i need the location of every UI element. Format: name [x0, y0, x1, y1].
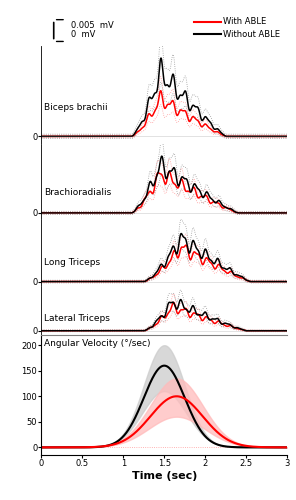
Text: Brachioradialis: Brachioradialis — [44, 188, 111, 196]
Text: Without ABLE: Without ABLE — [223, 30, 280, 39]
Text: 0.005  mV: 0.005 mV — [71, 20, 114, 30]
Text: Angular Velocity (°/sec): Angular Velocity (°/sec) — [44, 338, 150, 347]
Text: With ABLE: With ABLE — [223, 18, 266, 26]
Text: Long Triceps: Long Triceps — [44, 258, 100, 267]
Text: Lateral Triceps: Lateral Triceps — [44, 314, 110, 324]
Text: 0  mV: 0 mV — [71, 30, 95, 40]
Text: Biceps brachii: Biceps brachii — [44, 103, 107, 112]
X-axis label: Time (sec): Time (sec) — [132, 471, 197, 481]
